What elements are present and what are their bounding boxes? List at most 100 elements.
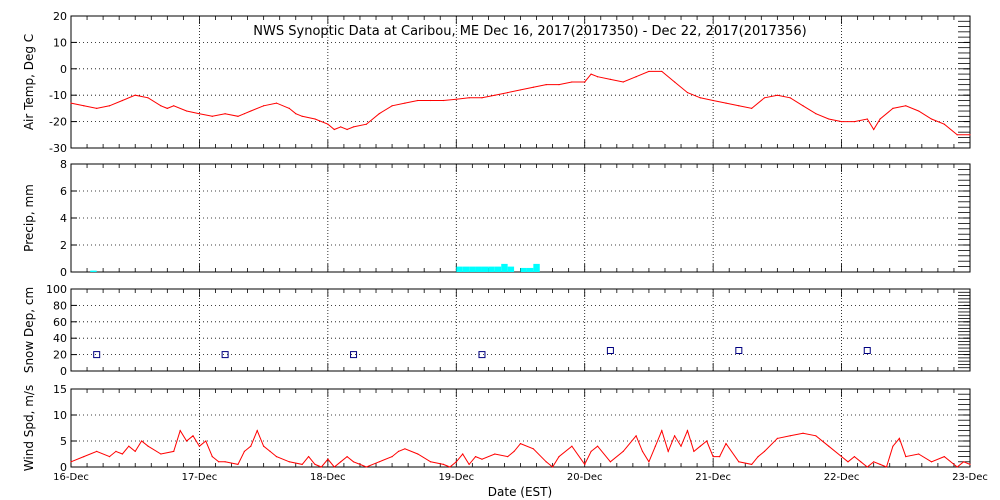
- wind-speed-point: [430, 461, 432, 463]
- wind-speed-point: [378, 461, 380, 463]
- snow-depth-y-axis-label: Snow Dep, cm: [22, 287, 36, 373]
- air-temp-point: [532, 86, 534, 88]
- air-temp-point: [481, 97, 483, 99]
- precip-bar: [456, 266, 463, 272]
- snow-depth-point: [93, 351, 101, 359]
- wind-speed-point: [519, 443, 522, 445]
- wind-speed-series-line: [70, 429, 971, 468]
- air-temp-point: [237, 115, 239, 117]
- wind-speed-point: [648, 461, 650, 463]
- air-temp-point: [686, 91, 689, 94]
- x-axis-label: Date (EST): [488, 485, 552, 499]
- air-temp-ytick-label: -10: [49, 89, 67, 102]
- air-temp-point: [288, 107, 290, 109]
- snow-depth-panel: [70, 288, 971, 372]
- wind-speed-point: [725, 443, 727, 445]
- wind-speed-point: [340, 461, 342, 463]
- air-temp-point: [873, 128, 875, 131]
- wind-speed-point: [108, 456, 111, 458]
- air-temp-point: [918, 110, 920, 112]
- air-temp-point: [333, 128, 335, 131]
- wind-speed-point: [545, 461, 547, 463]
- air-temp-point: [250, 110, 252, 112]
- wind-speed-point: [397, 450, 400, 452]
- x-tick-label: 20-Dec: [567, 472, 603, 483]
- wind-speed-ytick-label: 0: [60, 461, 67, 474]
- snow-depth-point: [350, 351, 358, 359]
- air-temp-point: [828, 118, 830, 120]
- air-temp-point: [211, 115, 213, 117]
- wind-speed-point: [449, 466, 451, 468]
- snow-depth-ytick-label: 100: [46, 283, 67, 296]
- precip-bar: [475, 266, 482, 272]
- wind-speed-point: [173, 450, 175, 452]
- air-temp-point: [609, 78, 612, 80]
- wind-speed-point: [661, 430, 663, 432]
- wind-speed-point: [962, 461, 965, 463]
- wind-speed-point: [224, 461, 226, 463]
- wind-speed-point: [712, 456, 714, 458]
- wind-speed-point: [918, 453, 920, 455]
- wind-speed-point: [892, 445, 894, 447]
- wind-speed-point: [468, 463, 470, 465]
- air-temp-point: [185, 110, 188, 112]
- air-temp-point: [301, 115, 303, 117]
- wind-speed-point: [256, 430, 258, 432]
- precip-y-axis-label: Precip, mm: [22, 184, 36, 252]
- wind-speed-point: [263, 445, 265, 447]
- wind-speed-point: [275, 456, 278, 458]
- precip-bar: [462, 266, 470, 272]
- precip-ytick-label: 2: [60, 239, 67, 252]
- air-temp-point: [776, 94, 778, 96]
- snow-depth-point: [606, 347, 614, 354]
- wind-speed-point: [481, 458, 483, 460]
- wind-speed-point: [333, 466, 335, 468]
- wind-speed-point: [847, 461, 849, 463]
- wind-speed-point: [121, 453, 123, 455]
- wind-speed-point: [192, 435, 194, 437]
- air-temp-point: [969, 134, 971, 136]
- wind-speed-point: [641, 450, 644, 452]
- wind-speed-point: [885, 466, 888, 468]
- air-temp-point: [930, 118, 933, 120]
- wind-speed-point: [513, 450, 515, 452]
- air-temp-ytick-label: 20: [53, 10, 67, 23]
- air-temp-point: [346, 128, 348, 131]
- air-temp-point: [712, 99, 714, 102]
- wind-speed-ytick-label: 15: [53, 383, 67, 396]
- air-temp-point: [738, 105, 740, 107]
- air-temp-point: [224, 113, 226, 115]
- wind-speed-point: [141, 440, 143, 442]
- wind-speed-point: [590, 450, 592, 452]
- precip-panel: [70, 163, 971, 273]
- wind-speed-point: [802, 432, 804, 434]
- wind-speed-point: [879, 463, 881, 465]
- air-temp-point: [455, 98, 457, 100]
- wind-speed-point: [943, 456, 945, 458]
- wind-speed-point: [237, 463, 239, 465]
- wind-speed-point: [738, 461, 740, 463]
- air-temp-point: [635, 76, 637, 78]
- wind-speed-point: [359, 463, 361, 465]
- wind-speed-panel: [70, 388, 971, 468]
- wind-speed-point: [866, 466, 868, 468]
- precip-bar: [494, 266, 502, 272]
- air-temp-point: [840, 121, 843, 123]
- wind-speed-point: [320, 466, 323, 468]
- precip-bar: [90, 270, 97, 272]
- wind-speed-point: [654, 445, 656, 447]
- air-temp-point: [365, 123, 367, 125]
- wind-speed-point: [674, 435, 676, 437]
- snow-depth-point: [863, 347, 871, 354]
- snow-depth-ytick-label: 40: [53, 332, 67, 345]
- air-temp-point: [147, 97, 149, 99]
- wind-speed-ytick-label: 5: [60, 435, 67, 448]
- wind-speed-point: [96, 450, 98, 452]
- air-temp-series-line: [70, 70, 970, 136]
- air-temp-point: [442, 99, 445, 102]
- air-temp-point: [699, 97, 701, 99]
- wind-speed-point: [474, 456, 477, 458]
- wind-speed-point: [455, 461, 457, 463]
- wind-speed-point: [571, 445, 573, 447]
- wind-speed-point: [83, 456, 85, 458]
